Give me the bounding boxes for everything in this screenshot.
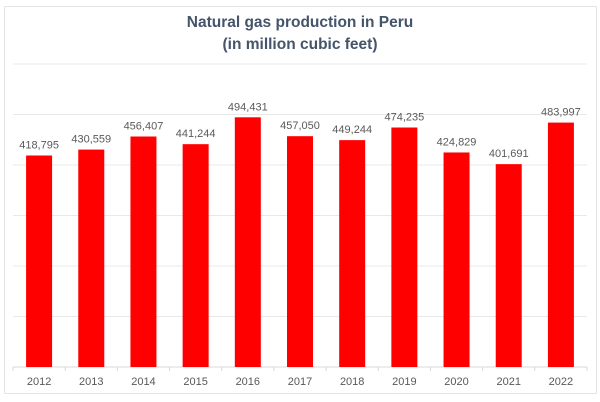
x-tick-label-2013: 2013 — [79, 376, 103, 388]
data-label-2020: 424,829 — [437, 136, 477, 148]
bar-2019 — [391, 127, 418, 367]
x-tick-label-2012: 2012 — [27, 376, 51, 388]
x-tick-label-2022: 2022 — [549, 376, 573, 388]
x-tick-label-2020: 2020 — [444, 376, 468, 388]
bar-2016 — [234, 117, 261, 367]
bar-2018 — [339, 140, 366, 367]
data-label-2021: 401,691 — [489, 148, 529, 160]
data-label-2015: 441,244 — [176, 128, 216, 140]
data-label-2018: 449,244 — [332, 124, 372, 136]
data-label-2013: 430,559 — [71, 134, 111, 146]
data-label-2017: 457,050 — [280, 120, 320, 132]
chart-subtitle: (in million cubic feet) — [222, 36, 378, 53]
bar-2015 — [182, 144, 209, 367]
x-tick-label-2016: 2016 — [236, 376, 260, 388]
chart-title: Natural gas production in Peru — [186, 14, 414, 31]
bar-2022 — [547, 122, 574, 367]
bar-2017 — [287, 136, 313, 367]
x-tick-label-2014: 2014 — [131, 376, 155, 388]
data-label-2016: 494,431 — [228, 101, 268, 113]
data-label-2012: 418,795 — [19, 140, 59, 152]
data-label-2014: 456,407 — [124, 121, 164, 133]
bar-2012 — [26, 155, 53, 367]
data-label-2019: 474,235 — [384, 112, 424, 124]
x-tick-label-2019: 2019 — [392, 376, 416, 388]
bar-2014 — [130, 136, 157, 367]
bar-2020 — [443, 152, 470, 367]
x-tick-label-2015: 2015 — [183, 376, 207, 388]
x-tick-label-2018: 2018 — [340, 376, 364, 388]
x-tick-label-2021: 2021 — [496, 376, 520, 388]
data-label-2022: 483,997 — [541, 107, 581, 119]
bar-2021 — [495, 164, 522, 367]
bar-2013 — [78, 149, 105, 367]
x-tick-label-2017: 2017 — [288, 376, 312, 388]
